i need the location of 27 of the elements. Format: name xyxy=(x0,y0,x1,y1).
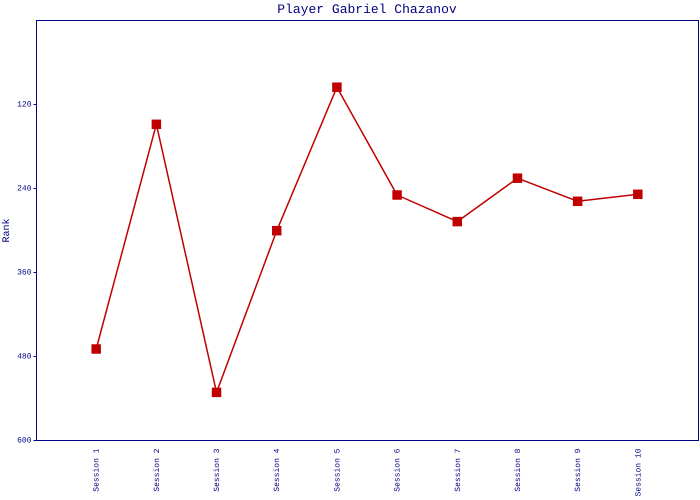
point xyxy=(91,344,101,354)
chart-title: Player Gabriel Chazanov xyxy=(277,2,457,17)
point xyxy=(272,226,282,236)
y-tick-label: 120 xyxy=(17,100,32,110)
x-tick-label: Session 2 xyxy=(152,448,162,492)
point xyxy=(633,190,643,200)
y-axis-title: Rank xyxy=(1,218,14,243)
x-tick-label: Session 10 xyxy=(634,448,644,497)
y-tick-label: 600 xyxy=(17,436,32,446)
x-tick-label: Session 7 xyxy=(454,448,463,492)
point xyxy=(452,216,462,226)
x-tick-label: Session 8 xyxy=(514,448,523,492)
x-tick-label: Session 3 xyxy=(213,448,222,492)
y-tick-label: 240 xyxy=(17,184,32,194)
x-tick-label: Session 1 xyxy=(92,448,102,492)
x-tick-label: Session 5 xyxy=(333,448,342,492)
point xyxy=(332,82,342,92)
point xyxy=(392,190,402,200)
point xyxy=(512,173,522,183)
point xyxy=(572,196,582,206)
point xyxy=(152,120,162,130)
point xyxy=(212,388,222,398)
x-tick-label: Session 6 xyxy=(394,448,403,492)
x-tick-label: Session 4 xyxy=(273,448,282,492)
x-tick-label: Session 9 xyxy=(574,448,584,492)
y-tick-label: 360 xyxy=(17,268,32,278)
y-tick-label: 480 xyxy=(17,352,32,362)
